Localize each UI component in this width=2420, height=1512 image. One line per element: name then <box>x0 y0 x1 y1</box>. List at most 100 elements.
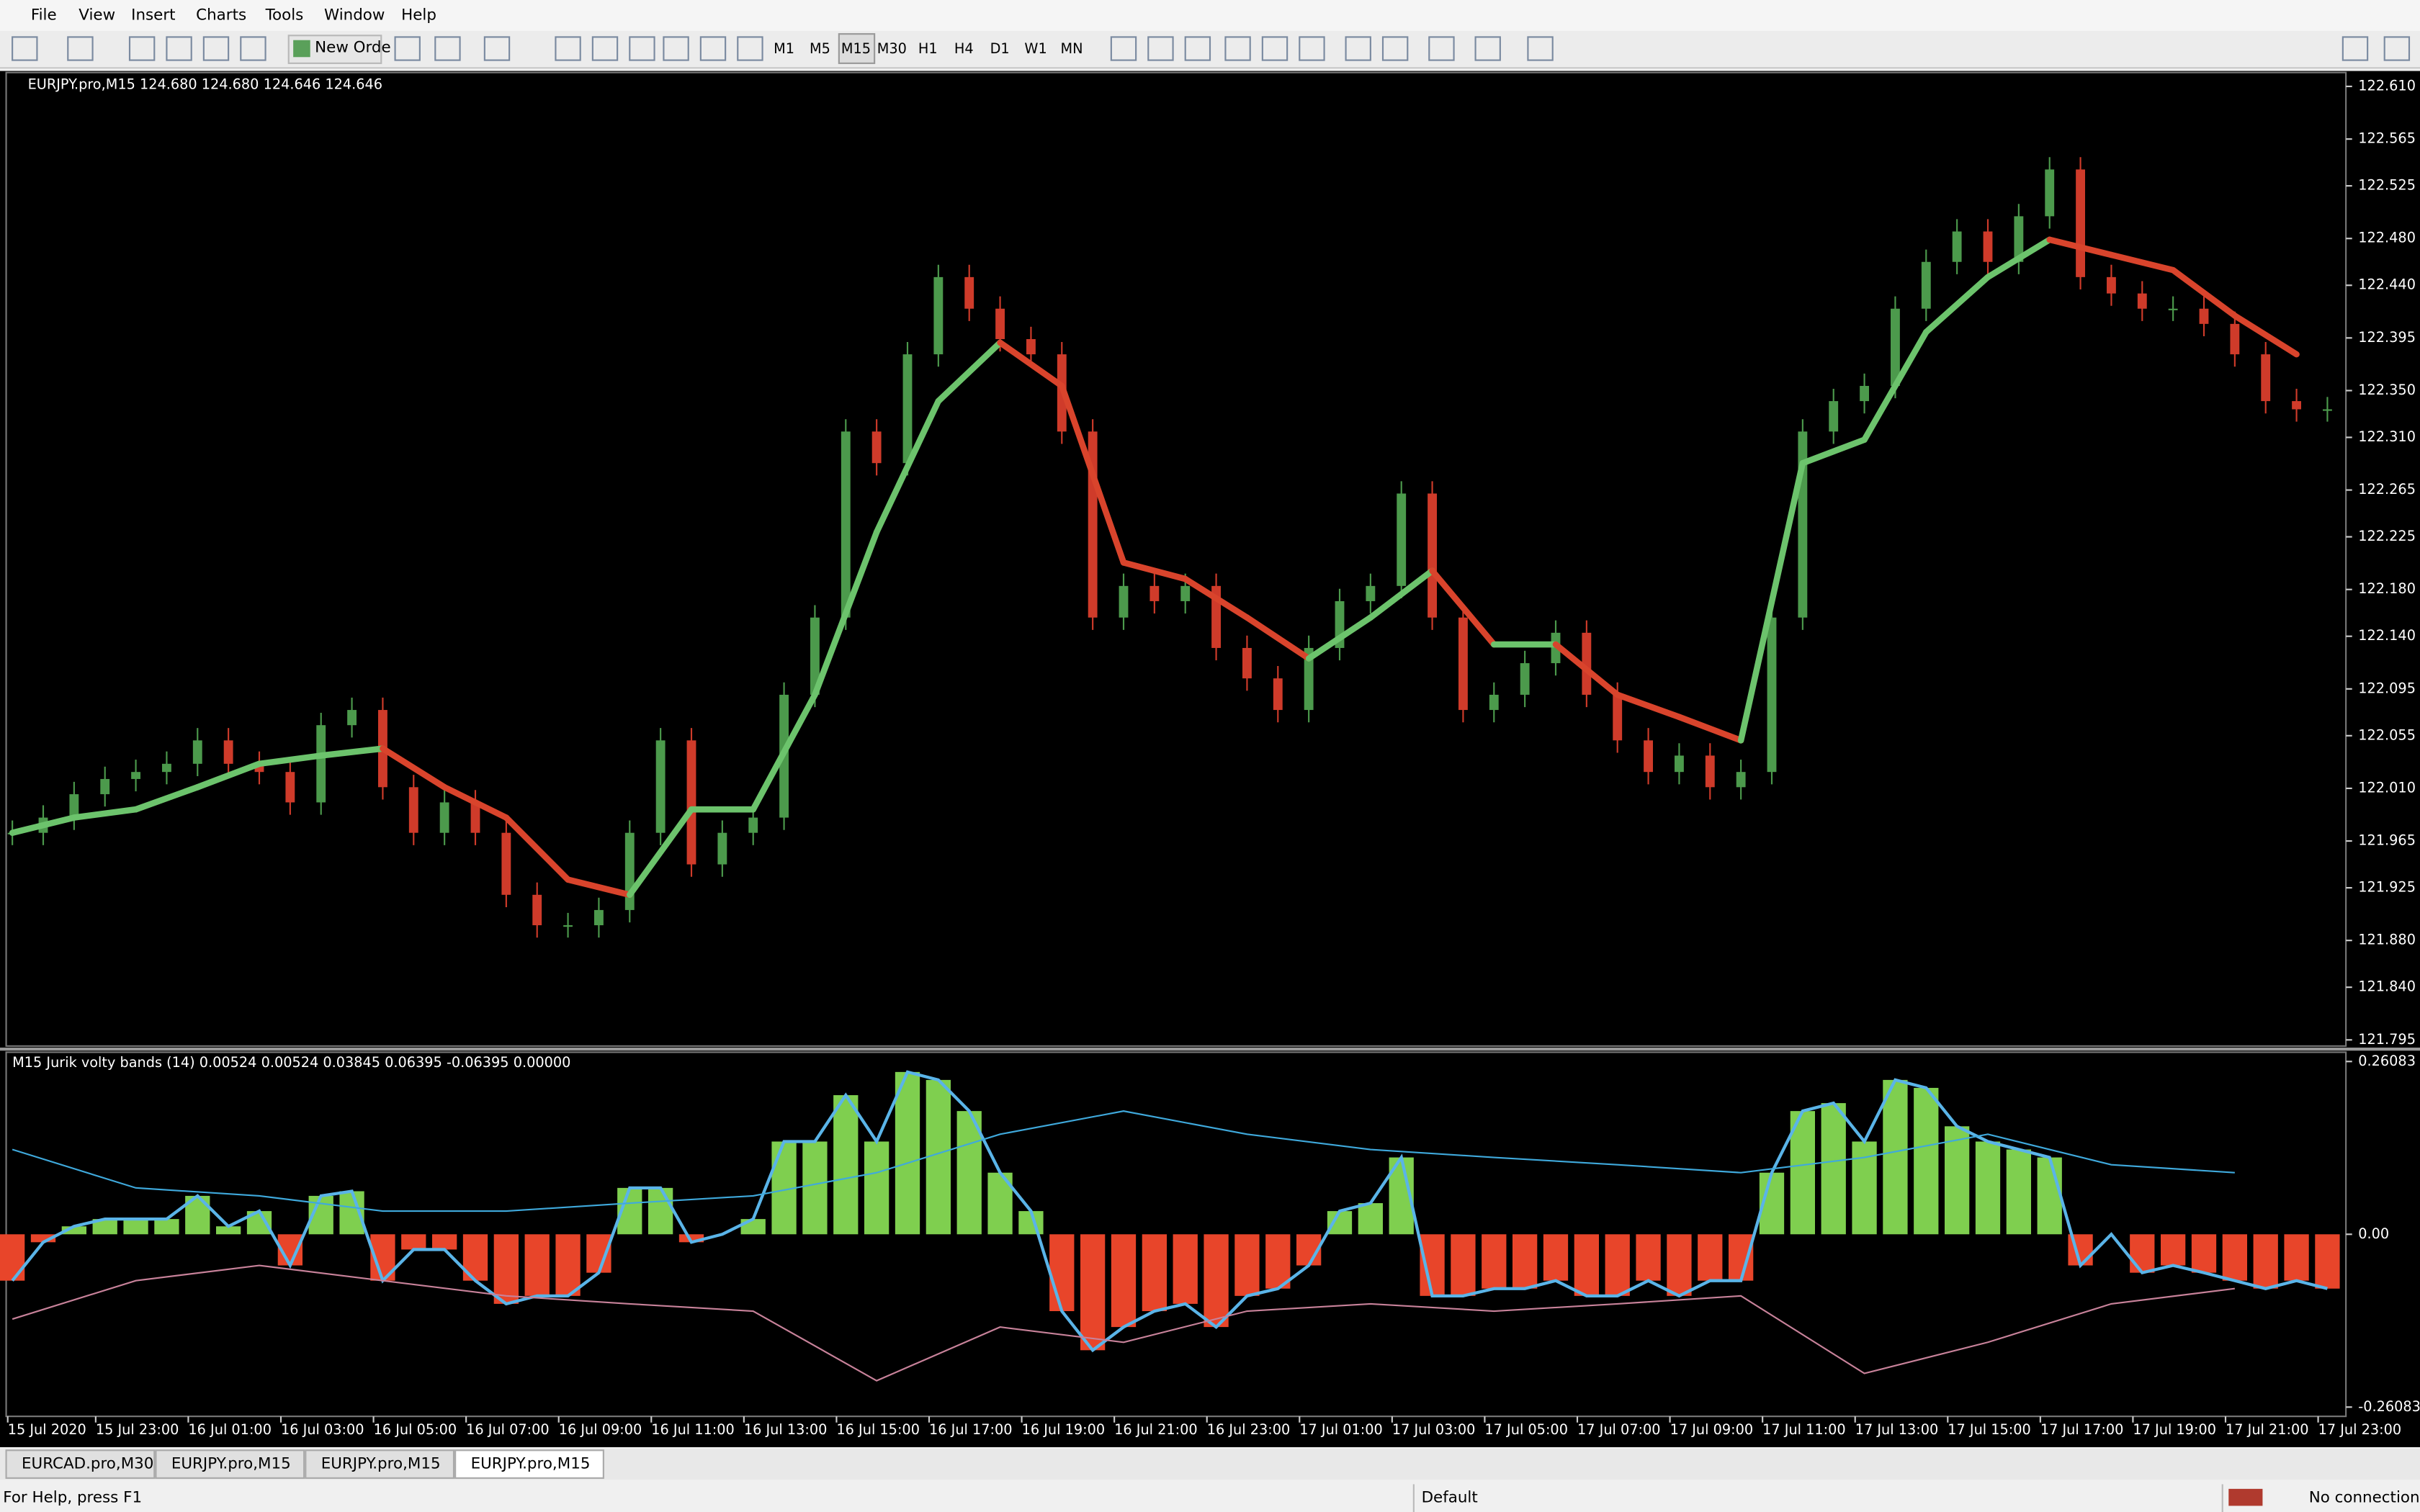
histogram-bar <box>1358 1203 1383 1235</box>
tab-label[interactable]: EURCAD.pro,M30 <box>22 1455 153 1473</box>
toolbar-icon[interactable] <box>2341 36 2369 61</box>
menu-item[interactable]: File <box>31 6 57 24</box>
timeframe-button[interactable]: D1 <box>990 40 1010 57</box>
y-tick-label: 122.440 <box>2358 276 2416 293</box>
toolbar-icon[interactable] <box>128 36 156 61</box>
timeframe-button[interactable]: MN <box>1060 40 1083 57</box>
toolbar-icon[interactable] <box>555 36 581 61</box>
toolbar-icon[interactable] <box>166 36 192 61</box>
menu-item[interactable]: Charts <box>196 6 246 24</box>
timeframe-button[interactable]: H4 <box>954 40 974 57</box>
timeframe-button[interactable]: H1 <box>918 40 938 57</box>
candle-body <box>1366 585 1376 601</box>
histogram-bar <box>1605 1234 1630 1296</box>
toolbar-icon[interactable] <box>434 36 461 61</box>
y-tick-label: 122.480 <box>2358 230 2416 246</box>
x-tick-label: 16 Jul 09:00 <box>559 1421 642 1438</box>
histogram-bar <box>30 1234 56 1243</box>
candle-body <box>686 740 696 865</box>
timeframe-button[interactable]: M15 <box>841 40 871 57</box>
tab[interactable] <box>305 1449 455 1479</box>
toolbar-icon[interactable] <box>12 36 38 61</box>
toolbar-icon[interactable] <box>240 36 266 61</box>
toolbar-icon[interactable] <box>591 36 619 61</box>
candle-body <box>408 787 418 833</box>
x-tick-label: 16 Jul 01:00 <box>188 1421 272 1438</box>
toolbar-icon[interactable] <box>1261 36 1289 61</box>
tab-label[interactable]: EURJPY.pro,M15 <box>471 1455 591 1473</box>
candle-body <box>1150 585 1160 601</box>
toolbar-icon[interactable] <box>1381 36 1409 61</box>
histogram-bar <box>1327 1211 1353 1235</box>
toolbar-icon[interactable] <box>1184 36 1211 61</box>
timeframe-button[interactable]: M1 <box>774 40 794 57</box>
toolbar-icon[interactable] <box>699 36 727 61</box>
histogram-bar <box>1142 1234 1167 1312</box>
candle-body <box>223 740 233 764</box>
candle-body <box>1736 772 1746 788</box>
toolbar-icon[interactable] <box>1224 36 1251 61</box>
tab[interactable] <box>155 1449 305 1479</box>
candle-body <box>100 778 110 795</box>
timeframe-button[interactable]: M5 <box>810 40 830 57</box>
candle-body <box>1242 647 1252 679</box>
timeframe-button[interactable]: W1 <box>1024 40 1047 57</box>
menu-item[interactable]: Tools <box>265 6 304 24</box>
toolbar-icon[interactable] <box>663 36 689 61</box>
candle-body <box>162 763 171 773</box>
histogram-bar <box>740 1219 766 1235</box>
toolbar-icon[interactable] <box>737 36 763 61</box>
toolbar-icon[interactable] <box>1110 36 1137 61</box>
histogram-bar <box>678 1234 704 1243</box>
candle-body <box>1891 308 1900 386</box>
x-tick-label: 16 Jul 05:00 <box>374 1421 457 1438</box>
connection-icon <box>2228 1488 2263 1506</box>
histogram-bar <box>895 1071 920 1235</box>
x-tick-label: 16 Jul 15:00 <box>836 1421 920 1438</box>
tab[interactable] <box>454 1449 604 1479</box>
candle-body <box>748 817 758 833</box>
candle-body <box>563 925 573 927</box>
band-line-segment <box>194 760 263 791</box>
histogram-bar <box>2006 1149 2031 1235</box>
toolbar-icon[interactable] <box>202 36 230 61</box>
menu-item[interactable]: View <box>79 6 115 24</box>
timeframe-button[interactable]: M30 <box>877 40 907 57</box>
x-tick-label: 17 Jul 17:00 <box>2040 1421 2124 1438</box>
toolbar-icon[interactable] <box>1299 36 1325 61</box>
status-bar <box>0 1482 2420 1512</box>
histogram-bar <box>2284 1234 2309 1281</box>
candle-body <box>2230 323 2240 355</box>
toolbar-icon[interactable] <box>629 36 655 61</box>
volty-band <box>12 1110 2235 1212</box>
toolbar-icon[interactable] <box>2383 36 2411 61</box>
tab-label[interactable]: EURJPY.pro,M15 <box>171 1455 291 1473</box>
toolbar-icon[interactable] <box>1345 36 1371 61</box>
menu-item[interactable]: Window <box>324 6 385 24</box>
x-tick-label: 17 Jul 09:00 <box>1670 1421 1754 1438</box>
tab[interactable] <box>5 1449 156 1479</box>
y-tick-label: 121.965 <box>2358 832 2416 849</box>
new-order-label[interactable]: New Orde <box>315 38 391 56</box>
band-line-segment <box>1676 714 1744 744</box>
band-line-segment <box>71 806 139 821</box>
toolbar-icon[interactable] <box>1428 36 1455 61</box>
histogram-bar <box>2161 1234 2186 1266</box>
histogram-bar <box>1698 1234 1723 1281</box>
toolbar-icon[interactable] <box>394 36 421 61</box>
histogram-bar <box>1265 1234 1291 1289</box>
toolbar-icon[interactable] <box>1147 36 1174 61</box>
toolbar-icon[interactable] <box>67 36 94 61</box>
tab-label[interactable]: EURJPY.pro,M15 <box>321 1455 441 1473</box>
timeframe-active <box>838 33 876 64</box>
toolbar-icon[interactable] <box>483 36 511 61</box>
menu-item[interactable]: Help <box>401 6 436 24</box>
toolbar-icon[interactable] <box>1474 36 1501 61</box>
x-tick-label: 17 Jul 05:00 <box>1484 1421 1568 1438</box>
main-pane <box>5 71 2347 1047</box>
candle-body <box>624 832 635 910</box>
menu-item[interactable]: Insert <box>131 6 175 24</box>
band-line-segment <box>256 752 324 768</box>
x-tick-label: 16 Jul 23:00 <box>1207 1421 1291 1438</box>
toolbar-icon[interactable] <box>1527 36 1554 61</box>
